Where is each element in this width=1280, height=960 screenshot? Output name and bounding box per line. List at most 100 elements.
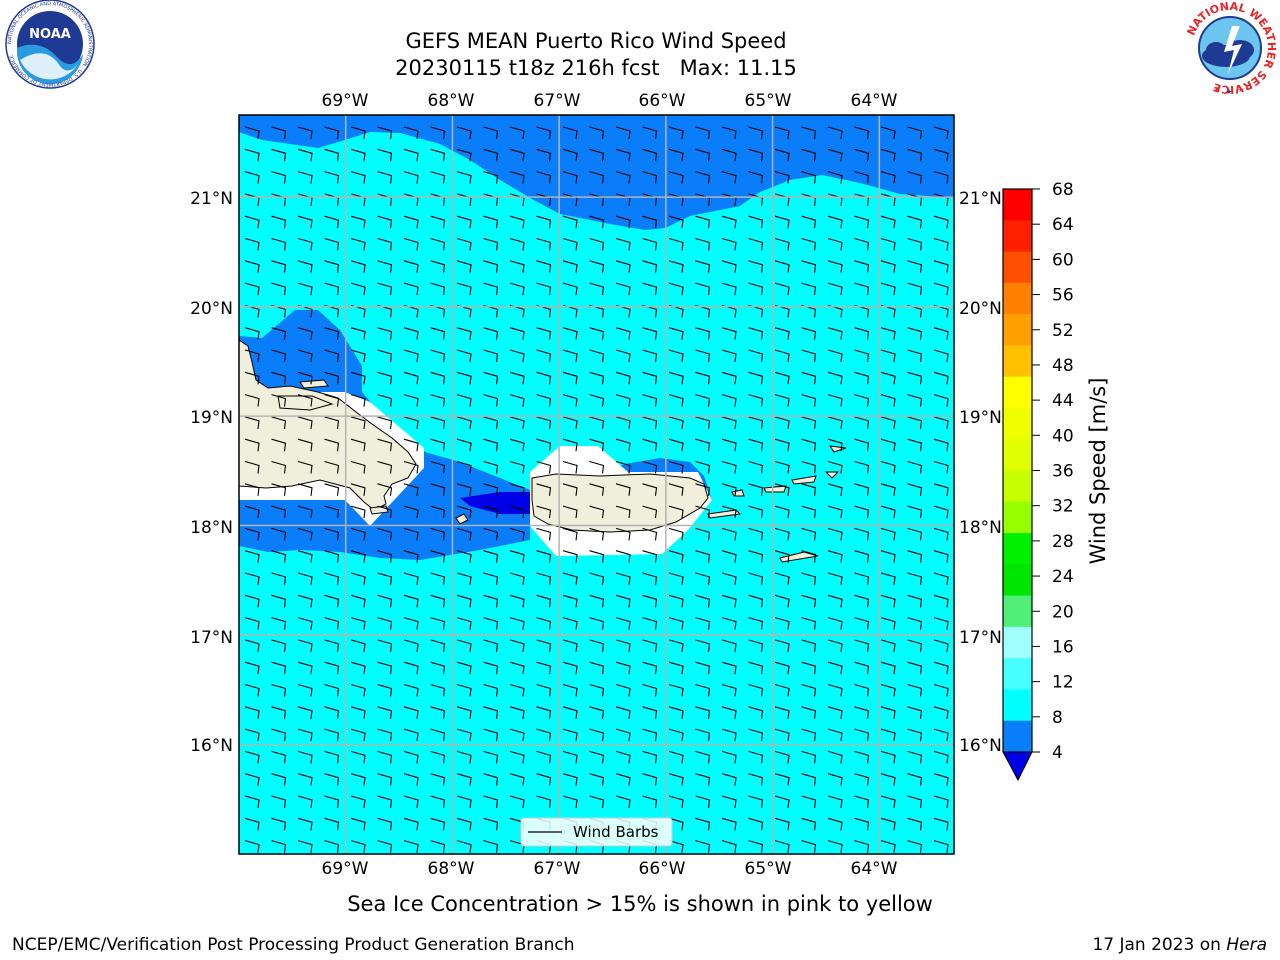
wind-barb bbox=[854, 237, 870, 251]
colorbar-tick-label: 56 bbox=[1052, 286, 1074, 306]
wind-barb bbox=[827, 416, 843, 429]
wind-barb bbox=[695, 840, 711, 853]
wind-barb bbox=[721, 349, 737, 363]
wind-barb bbox=[244, 817, 260, 831]
wind-barb bbox=[854, 327, 870, 340]
wind-barb bbox=[350, 349, 366, 363]
wind-barb bbox=[615, 505, 631, 519]
wind-barb bbox=[642, 371, 658, 385]
wind-barb bbox=[403, 550, 419, 563]
wind-barb bbox=[562, 349, 578, 363]
wind-barb bbox=[801, 483, 817, 496]
wind-barb bbox=[483, 394, 499, 407]
wind-barb bbox=[536, 371, 552, 385]
wind-barb bbox=[748, 416, 764, 429]
wind-barb bbox=[933, 773, 949, 786]
wind-barb bbox=[403, 394, 419, 407]
wind-barb bbox=[668, 215, 684, 229]
wind-barb bbox=[244, 371, 260, 385]
wind-barb bbox=[642, 416, 658, 429]
wind-barb bbox=[430, 750, 446, 764]
wind-barb bbox=[748, 572, 764, 586]
wind-barb bbox=[668, 438, 684, 452]
wind-barb bbox=[907, 148, 923, 162]
wind-barb bbox=[801, 438, 817, 452]
wind-barb bbox=[271, 148, 287, 162]
wind-barb bbox=[854, 572, 870, 586]
colorbar-segment bbox=[1003, 282, 1032, 315]
wind-barb bbox=[615, 773, 631, 786]
lat-labels-right: 21°N 20°N 19°N 18°N 17°N 16°N bbox=[959, 189, 1002, 756]
wind-barb bbox=[483, 460, 499, 474]
wind-barb bbox=[668, 550, 684, 563]
wind-barb bbox=[377, 260, 393, 273]
wind-barb bbox=[774, 706, 790, 719]
colorbar-segment bbox=[1003, 314, 1032, 346]
wind-barb bbox=[615, 572, 631, 586]
wind-barb bbox=[377, 817, 393, 831]
colorbar: 68 64 60 56 52 48 44 40 36 32 28 24 20 16 12 8 4 Wind Sp… bbox=[1002, 180, 1110, 782]
wind-barb bbox=[589, 706, 605, 719]
wind-barb bbox=[907, 639, 923, 652]
wind-barb bbox=[721, 706, 737, 719]
wind-barb bbox=[668, 527, 684, 541]
colorbar-tick-label: 68 bbox=[1052, 180, 1074, 200]
wind-barb bbox=[271, 639, 287, 652]
wind-barb bbox=[854, 817, 870, 831]
wind-barb bbox=[403, 773, 419, 786]
wind-barb bbox=[271, 527, 287, 541]
wind-barb bbox=[324, 327, 340, 340]
wind-barb bbox=[403, 683, 419, 697]
wind-barb bbox=[880, 795, 896, 809]
wind-barb bbox=[748, 483, 764, 496]
colorbar-segment bbox=[1003, 220, 1032, 253]
wind-barb bbox=[324, 661, 340, 675]
wind-barb bbox=[430, 572, 446, 586]
wind-barb bbox=[297, 483, 313, 496]
wind-barb bbox=[721, 683, 737, 697]
wind-barb bbox=[668, 327, 684, 340]
wind-barb bbox=[615, 215, 631, 229]
wind-barb bbox=[615, 728, 631, 742]
wind-barb bbox=[615, 661, 631, 675]
wind-barb bbox=[827, 349, 843, 363]
wind-barb bbox=[562, 371, 578, 385]
wind-barb bbox=[483, 349, 499, 363]
wind-barb bbox=[244, 148, 260, 162]
wind-barb bbox=[509, 795, 525, 809]
wind-barb bbox=[801, 237, 817, 251]
wind-barb bbox=[377, 661, 393, 675]
wind-barb bbox=[271, 483, 287, 496]
wind-barb bbox=[350, 483, 366, 496]
lat-label: 21°N bbox=[959, 189, 1002, 209]
wind-barb bbox=[562, 483, 578, 496]
wind-barb bbox=[377, 505, 393, 519]
lat-label: 20°N bbox=[190, 299, 233, 319]
wind-barb bbox=[324, 349, 340, 363]
wind-barb bbox=[801, 327, 817, 340]
wind-barb bbox=[933, 282, 949, 296]
wind-barb bbox=[801, 661, 817, 675]
lon-labels-top: 69°W 68°W 67°W 66°W 65°W 64°W bbox=[322, 91, 898, 111]
wind-barb bbox=[509, 773, 525, 786]
wind-barb bbox=[801, 728, 817, 742]
wind-barb bbox=[748, 795, 764, 809]
wind-barb bbox=[562, 750, 578, 764]
wind-barb bbox=[668, 817, 684, 831]
wind-barb bbox=[350, 282, 366, 296]
wind-barb bbox=[668, 661, 684, 675]
wind-barb bbox=[642, 171, 658, 184]
wind-barb bbox=[668, 371, 684, 385]
colorbar-segment bbox=[1003, 626, 1032, 659]
wind-barb bbox=[880, 661, 896, 675]
wind-barb bbox=[456, 282, 472, 296]
wind-barb bbox=[562, 171, 578, 184]
wind-barb bbox=[907, 728, 923, 742]
wind-barb bbox=[509, 483, 525, 496]
wind-barb bbox=[324, 260, 340, 273]
wind-barb bbox=[907, 394, 923, 407]
wind-barb bbox=[456, 215, 472, 229]
wind-barb bbox=[350, 505, 366, 519]
wind-barb bbox=[430, 683, 446, 697]
wind-barb bbox=[509, 728, 525, 742]
